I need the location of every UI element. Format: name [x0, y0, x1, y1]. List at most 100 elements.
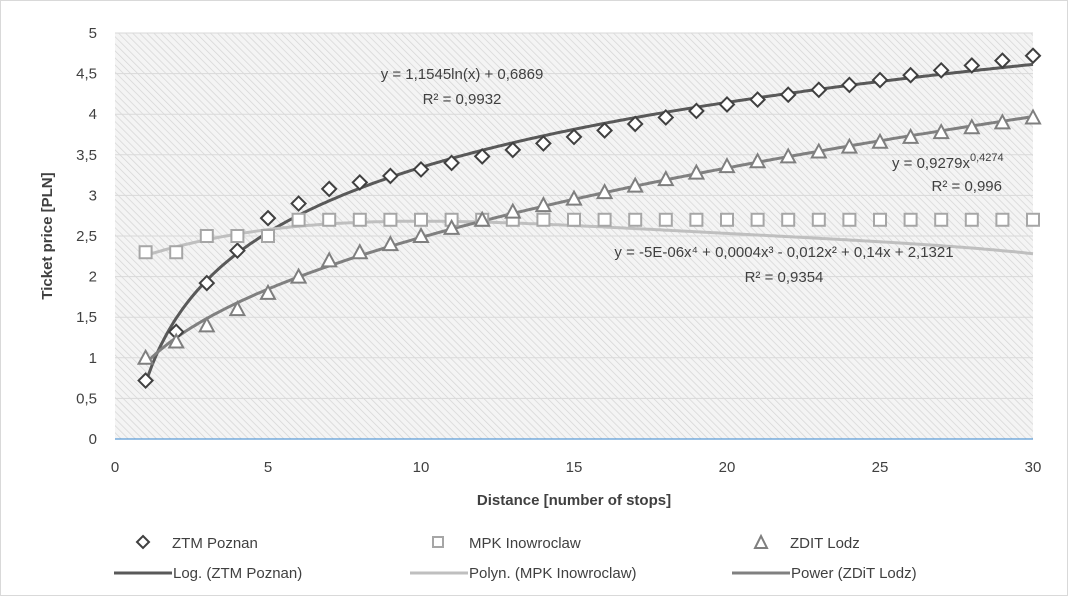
point-mpk-inowroclaw: [750, 212, 765, 227]
x-tick-label: 20: [719, 459, 736, 476]
point-zdit-lodz: [320, 251, 338, 268]
data-points: [136, 47, 1042, 389]
y-tick-label: 5: [89, 25, 97, 42]
equation-power: y = 0,9279x0,4274: [892, 152, 1004, 172]
point-zdit-lodz: [932, 122, 950, 140]
point-ztm-poznan: [473, 148, 491, 165]
point-zdit-lodz: [687, 163, 706, 180]
point-zdit-lodz: [840, 137, 859, 154]
point-zdit-lodz: [963, 118, 981, 135]
axes: 0 0,5 1 1,5 2 2,5 3 3,5 4 4,5 5 0 5 10 15 20 25 30: [76, 25, 1041, 476]
point-mpk-inowroclaw: [995, 212, 1010, 227]
point-mpk-inowroclaw: [199, 229, 214, 243]
point-ztm-poznan: [779, 86, 797, 104]
point-mpk-inowroclaw: [536, 212, 551, 227]
legend-item-zdit-lodz: ZDIT Lodz: [753, 533, 860, 552]
y-tick-label: 1,5: [76, 309, 97, 326]
point-mpk-inowroclaw: [811, 212, 826, 227]
legend-label: MPK Inowroclaw: [469, 535, 581, 552]
point-zdit-lodz: [381, 235, 400, 252]
legend-label: Log. (ZTM Poznan): [173, 565, 302, 582]
x-tick-label: 0: [111, 459, 119, 476]
point-ztm-poznan: [749, 91, 767, 108]
point-zdit-lodz: [534, 196, 553, 213]
x-tick-label: 10: [413, 459, 430, 476]
y-tick-label: 3: [89, 187, 97, 204]
triangle-marker-icon: [753, 533, 769, 549]
point-zdit-lodz: [259, 283, 277, 300]
legend-label: ZTM Poznan: [172, 535, 258, 552]
point-zdit-lodz: [901, 127, 920, 144]
point-mpk-inowroclaw: [689, 212, 704, 227]
point-mpk-inowroclaw: [842, 212, 857, 227]
point-mpk-inowroclaw: [1026, 212, 1040, 227]
point-mpk-inowroclaw: [658, 212, 673, 227]
point-ztm-poznan: [810, 81, 828, 99]
square-marker-icon: [432, 536, 444, 548]
point-ztm-poznan: [840, 76, 858, 94]
point-mpk-inowroclaw: [230, 229, 245, 243]
point-ztm-poznan: [993, 52, 1011, 70]
y-axis-title: Ticket price [PLN]: [39, 172, 56, 299]
point-zdit-lodz: [565, 189, 583, 206]
equation-power-exp: 0,4274: [970, 152, 1004, 164]
point-ztm-poznan: [351, 173, 369, 191]
point-zdit-lodz: [657, 170, 675, 187]
point-mpk-inowroclaw: [261, 229, 275, 243]
point-mpk-inowroclaw: [720, 212, 734, 227]
point-mpk-inowroclaw: [322, 212, 337, 227]
point-ztm-poznan: [1024, 47, 1042, 65]
point-ztm-poznan: [290, 195, 308, 212]
r2-poly: R² = 0,9354: [745, 269, 824, 286]
y-tick-label: 0,5: [76, 390, 97, 407]
x-tick-label: 30: [1025, 459, 1042, 476]
legend-item-poly-trend: Polyn. (MPK Inowroclaw): [410, 565, 637, 582]
point-ztm-poznan: [137, 372, 155, 389]
equation-log: y = 1,1545ln(x) + 0,6869: [381, 66, 544, 83]
r2-power: R² = 0,996: [932, 178, 1002, 195]
point-ztm-poznan: [687, 102, 705, 120]
point-zdit-lodz: [228, 299, 247, 317]
diamond-marker-icon: [135, 534, 151, 550]
point-zdit-lodz: [626, 176, 644, 193]
y-tick-label: 1: [89, 350, 97, 367]
point-mpk-inowroclaw: [352, 212, 367, 227]
point-ztm-poznan: [412, 161, 430, 178]
point-ztm-poznan: [320, 180, 338, 198]
point-zdit-lodz: [748, 152, 767, 169]
equation-poly: y = -5E-06x⁴ + 0,0004x³ - 0,012x² + 0,14…: [614, 244, 953, 261]
point-mpk-inowroclaw: [383, 212, 398, 227]
point-zdit-lodz: [473, 210, 491, 227]
point-zdit-lodz: [1024, 108, 1042, 125]
point-zdit-lodz: [810, 142, 828, 159]
x-tick-label: 25: [872, 459, 889, 476]
legend-label: ZDIT Lodz: [790, 535, 860, 552]
x-axis-title: Distance [number of stops]: [477, 492, 671, 509]
legend: ZTM Poznan MPK Inowroclaw ZDIT Lodz Log.…: [114, 533, 917, 582]
x-tick-label: 5: [264, 459, 272, 476]
legend-item-mpk-inowroclaw: MPK Inowroclaw: [432, 535, 581, 552]
point-mpk-inowroclaw: [781, 212, 796, 227]
point-ztm-poznan: [718, 96, 736, 113]
point-mpk-inowroclaw: [567, 212, 581, 227]
point-mpk-inowroclaw: [628, 212, 643, 227]
point-ztm-poznan: [932, 61, 950, 79]
y-tick-label: 0: [89, 431, 97, 448]
point-ztm-poznan: [871, 71, 889, 89]
point-ztm-poznan: [198, 274, 216, 292]
point-zdit-lodz: [442, 218, 461, 235]
point-zdit-lodz: [167, 332, 185, 349]
point-mpk-inowroclaw: [169, 245, 184, 260]
y-tick-label: 2,5: [76, 228, 97, 245]
y-tick-label: 2: [89, 269, 97, 286]
point-ztm-poznan: [657, 109, 675, 126]
point-mpk-inowroclaw: [138, 245, 153, 260]
point-mpk-inowroclaw: [291, 212, 306, 227]
point-zdit-lodz: [871, 132, 889, 149]
point-zdit-lodz: [504, 202, 522, 219]
point-ztm-poznan: [565, 128, 583, 146]
point-zdit-lodz: [136, 348, 155, 365]
y-tick-label: 4: [89, 106, 97, 123]
legend-item-ztm-poznan: ZTM Poznan: [135, 534, 258, 552]
